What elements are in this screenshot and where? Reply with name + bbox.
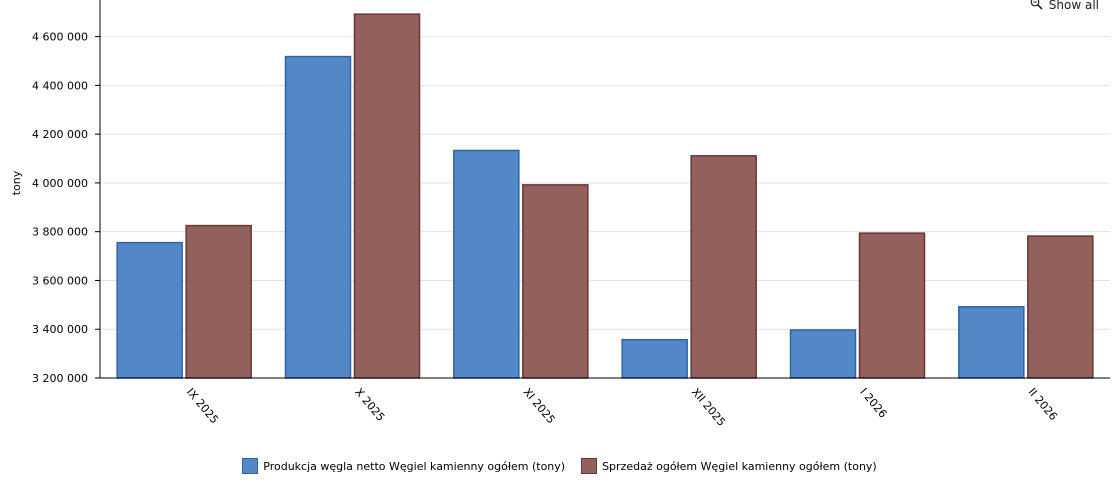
show-all-label: Show all (1048, 0, 1099, 12)
bar-production[interactable] (116, 241, 183, 379)
bar-production[interactable] (284, 55, 352, 379)
x-tick-label: I 2026 (857, 386, 889, 421)
bar-sales[interactable] (690, 155, 757, 379)
y-tick-label: 3 600 000 (32, 274, 88, 287)
bar-production[interactable] (789, 329, 857, 379)
bar-sales[interactable] (353, 13, 421, 379)
bar-sales[interactable] (858, 232, 926, 379)
x-axis-ticks: IX 2025 X 2025 XI 2025 XII 2025 I 2026 II 202… (184, 386, 1060, 429)
x-tick-label: XI 2025 (521, 386, 558, 427)
axes (99, 0, 1110, 379)
legend: Produkcja węgla netto Węgiel kamienny og… (0, 458, 1119, 474)
legend-label-sales: Sprzedaż ogółem Węgiel kamienny ogółem (… (602, 459, 877, 473)
x-tick-label: II 2026 (1026, 386, 1060, 423)
y-tick-label: 4 000 000 (32, 177, 88, 190)
y-tick-label: 4 600 000 (32, 31, 88, 44)
bar-sales[interactable] (185, 224, 252, 379)
y-tick-label: 4 400 000 (32, 79, 88, 92)
x-tick-label: X 2025 (352, 386, 387, 424)
y-axis-ticks: 3 200 000 3 400 000 3 600 000 3 800 000 4 00… (32, 31, 100, 385)
y-axis-title: tony (10, 170, 23, 195)
legend-item-sales[interactable]: Sprzedaż ogółem Węgiel kamienny ogółem (… (581, 458, 877, 474)
legend-label-production: Produkcja węgla netto Węgiel kamienny og… (263, 459, 566, 473)
bar-sales[interactable] (522, 184, 589, 379)
legend-item-production[interactable]: Produkcja węgla netto Węgiel kamienny og… (242, 458, 565, 474)
bar-production[interactable] (621, 338, 688, 379)
x-tick-label: IX 2025 (184, 386, 221, 427)
bar-group (116, 13, 1094, 379)
legend-swatch-production (242, 458, 259, 474)
grid-lines (100, 36, 1110, 330)
bar-sales[interactable] (1027, 235, 1094, 379)
legend-swatch-sales (581, 458, 598, 474)
show-all-button[interactable]: Show all (1030, 0, 1099, 13)
bar-production[interactable] (453, 149, 520, 379)
bar-production[interactable] (958, 306, 1025, 379)
y-tick-label: 3 800 000 (32, 226, 88, 239)
y-tick-label: 3 400 000 (32, 323, 88, 336)
y-tick-label: 3 200 000 (32, 372, 88, 385)
x-tick-label: XII 2025 (689, 386, 728, 429)
zoom-icon (1030, 0, 1043, 13)
y-tick-label: 4 200 000 (32, 128, 88, 141)
